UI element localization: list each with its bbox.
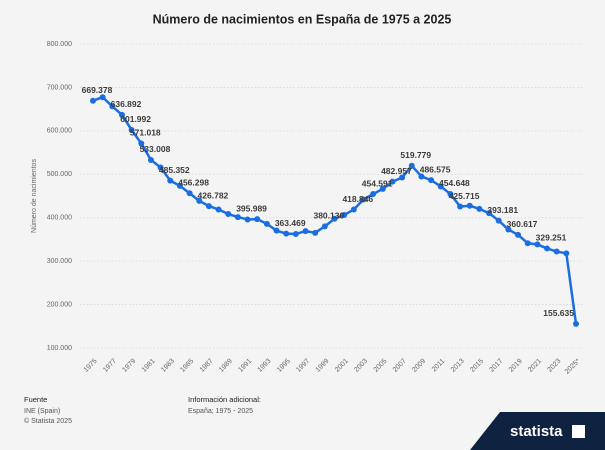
value-label: 669.378 [82, 85, 113, 95]
logo-icon [572, 425, 585, 438]
value-label: 380.130 [313, 211, 344, 221]
value-label: 363.469 [275, 218, 306, 228]
data-point [515, 231, 522, 238]
source-title: Fuente [24, 395, 47, 404]
data-point [418, 173, 425, 180]
data-point [302, 228, 309, 235]
info-title: Información adicional: [188, 395, 261, 404]
data-point [176, 182, 183, 189]
y-tick-label: 200.000 [47, 301, 72, 308]
y-tick-label: 600.000 [47, 128, 72, 135]
info: España; 1975 - 2025 [188, 408, 253, 415]
data-point [544, 245, 551, 252]
data-point [379, 185, 386, 192]
data-point [254, 216, 261, 223]
data-point [321, 223, 328, 230]
value-label: 418.846 [342, 194, 373, 204]
data-point [118, 111, 125, 118]
value-label: 360.617 [507, 219, 538, 229]
data-point [128, 126, 135, 133]
value-label: 425.715 [449, 191, 480, 201]
data-point [389, 178, 396, 185]
value-label: 519.779 [400, 150, 431, 160]
y-tick-label: 300.000 [47, 258, 72, 265]
data-point [553, 248, 560, 255]
data-point [215, 206, 222, 213]
data-point [186, 190, 193, 197]
data-point [263, 220, 270, 227]
value-label: 533.008 [140, 144, 171, 154]
data-point [457, 203, 464, 210]
data-point [196, 197, 203, 204]
value-label: 571.018 [130, 128, 161, 138]
value-label: 486.575 [420, 164, 451, 174]
value-label: 393.181 [487, 205, 518, 215]
copyright: © Statista 2025 [24, 417, 72, 425]
y-axis-label: Número de nacimientos [31, 159, 38, 233]
value-label: 454.591 [362, 178, 393, 188]
data-point [312, 229, 319, 236]
data-point [437, 183, 444, 190]
value-label: 485.352 [159, 165, 190, 175]
data-point [147, 156, 154, 163]
data-point [99, 94, 106, 101]
value-label: 426.782 [198, 190, 229, 200]
value-label: 601.992 [120, 114, 151, 124]
data-point [109, 103, 116, 110]
data-point [399, 174, 406, 181]
y-tick-label: 100.000 [47, 345, 72, 352]
data-point [447, 190, 454, 197]
logo: statista [510, 423, 563, 440]
data-point [428, 177, 435, 184]
value-label: 329.251 [536, 233, 567, 243]
data-point [341, 211, 348, 218]
data-point [370, 191, 377, 198]
chart-title: Número de nacimientos en España de 1975 … [153, 12, 452, 26]
data-point [505, 226, 512, 233]
data-point [573, 320, 579, 327]
data-point [534, 241, 541, 248]
data-point [234, 214, 241, 221]
y-tick-label: 700.000 [47, 84, 72, 91]
data-point [524, 240, 531, 247]
data-point [90, 97, 96, 104]
y-tick-label: 800.000 [47, 41, 72, 48]
value-label: 456.298 [178, 178, 209, 188]
value-label: 454.648 [439, 178, 470, 188]
data-point [331, 215, 338, 222]
data-point [273, 227, 280, 234]
value-label: 482.957 [381, 166, 412, 176]
logo-bg [470, 412, 605, 450]
data-point [225, 211, 232, 218]
data-point [408, 162, 415, 169]
data-point [167, 177, 174, 184]
data-point [486, 210, 493, 217]
data-point [466, 202, 473, 209]
data-point [476, 205, 483, 212]
y-tick-label: 400.000 [47, 215, 72, 222]
value-label: 155.635 [543, 308, 574, 318]
source: INE (Spain) [24, 408, 60, 415]
y-tick-label: 500.000 [47, 171, 72, 178]
data-point [350, 206, 357, 213]
data-point [205, 203, 212, 210]
data-point [138, 140, 145, 147]
value-label: 395.989 [236, 204, 267, 214]
data-point [563, 250, 570, 257]
value-label: 636.892 [111, 99, 142, 109]
data-point [244, 216, 251, 223]
data-point [292, 230, 299, 237]
data-point [360, 196, 367, 203]
data-point [283, 230, 290, 237]
data-point [495, 217, 502, 224]
data-point [157, 164, 164, 171]
